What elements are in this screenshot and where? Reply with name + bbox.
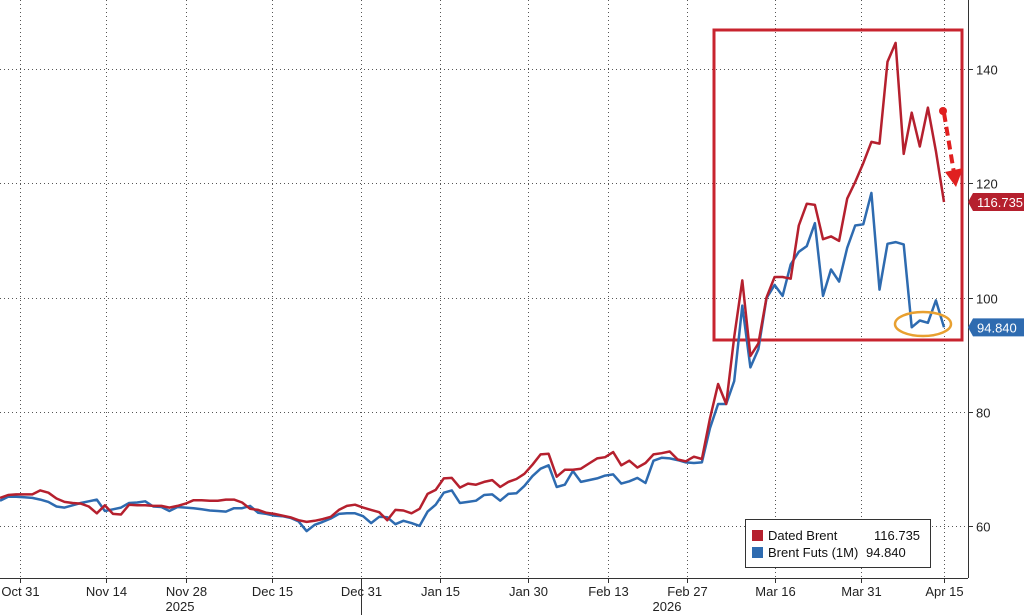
x-tick-label: Nov 14 [86, 584, 127, 599]
legend-value-dated-brent: 116.735 [874, 528, 921, 543]
y-tick-label: 60 [976, 520, 990, 535]
legend: Dated Brent 116.735 Brent Futs (1M) 94.8… [745, 519, 931, 568]
last-value-tag-brent-futs-1m: 94.840 [968, 318, 1024, 337]
y-tick-label: 120 [976, 177, 998, 192]
legend-label-dated-brent: Dated Brent [768, 528, 838, 543]
x-tick-label: Mar 31 [841, 584, 881, 599]
year-label-2025: 2025 [166, 599, 195, 614]
highlight-box [712, 28, 964, 342]
down-arrow-annotation [939, 107, 963, 187]
y-tick-label: 100 [976, 292, 998, 307]
x-tick-label: Mar 16 [755, 584, 795, 599]
grid-layer [0, 0, 968, 578]
x-tick-label: Apr 15 [925, 584, 963, 599]
y-tick-label: 80 [976, 406, 990, 421]
x-tick-label: Feb 13 [588, 584, 628, 599]
legend-value-brent-futs: 94.840 [866, 545, 906, 560]
legend-item-dated-brent: Dated Brent 116.735 [752, 528, 920, 544]
last-value-label: 116.735 [977, 195, 1023, 210]
legend-item-brent-futs: Brent Futs (1M) 94.840 [752, 545, 906, 561]
last-value-label: 94.840 [977, 320, 1017, 335]
legend-swatch-brent-futs [752, 547, 763, 558]
x-axis-ticks: Oct 31 Nov 14 Nov 28 Dec 15 Dec 31 Jan 15 Jan … [1, 578, 964, 615]
series-layer [0, 41, 946, 533]
y-axis-ticks: 60 80 100 120 140 [968, 63, 998, 535]
legend-swatch-dated-brent [752, 530, 763, 541]
highlight-ellipse [893, 310, 953, 338]
series-line-dated-brent [0, 41, 946, 524]
legend-label-brent-futs: Brent Futs (1M) [768, 545, 859, 560]
last-value-badge [968, 193, 1024, 212]
series-line-brent-futs-1m [0, 191, 946, 533]
x-tick-label: Feb 27 [667, 584, 707, 599]
y-tick-label: 140 [976, 63, 998, 78]
x-tick-label: Dec 15 [252, 584, 293, 599]
x-tick-label: Oct 31 [1, 584, 39, 599]
last-value-labels: 94.840 116.735 [968, 193, 1024, 337]
x-tick-label: Jan 15 [421, 584, 460, 599]
last-value-tag-dated-brent: 116.735 [968, 193, 1024, 212]
year-label-2026: 2026 [653, 599, 682, 614]
x-tick-label: Nov 28 [166, 584, 207, 599]
last-value-badge [968, 318, 1024, 337]
x-tick-label: Jan 30 [509, 584, 548, 599]
